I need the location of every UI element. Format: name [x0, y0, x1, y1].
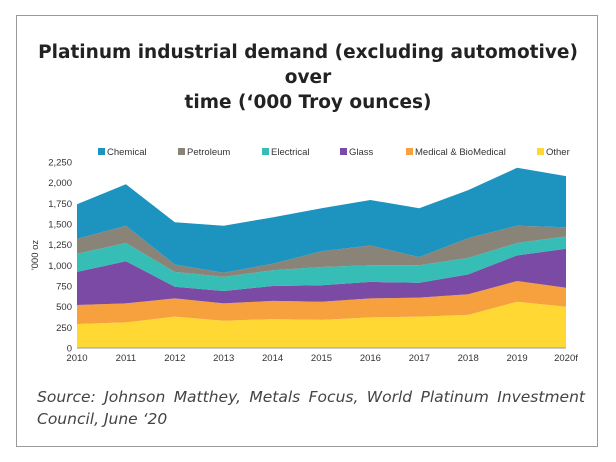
legend-swatch	[537, 148, 544, 155]
y-tick-label: 0	[67, 344, 72, 355]
x-tick-label: 2016	[360, 353, 381, 364]
x-tick-label: 2010	[66, 353, 87, 364]
y-tick-label: 1,000	[48, 261, 72, 272]
y-tick-label: 1,750	[48, 199, 72, 210]
y-tick-label: 750	[56, 282, 72, 293]
area-series-group	[77, 167, 566, 348]
legend-label: Chemical	[107, 147, 147, 158]
y-tick-label: 2,000	[48, 178, 72, 189]
legend-item-other: Other	[537, 147, 570, 158]
x-tick-label: 2014	[262, 353, 283, 364]
x-tick-label: 2012	[164, 353, 185, 364]
legend-label: Glass	[349, 147, 374, 158]
chart-axes: 0 250 500 750 1,000 1,250 1,500 1,750 2,000 2,250…	[30, 158, 578, 365]
x-tick-label: 2019	[507, 353, 528, 364]
chart-title: Platinum industrial demand (excluding au…	[20, 40, 596, 115]
legend-item-petroleum: Petroleum	[178, 147, 230, 158]
y-tick-label: 1,500	[48, 220, 72, 231]
area-glass	[77, 248, 566, 305]
y-tick-label: 250	[56, 323, 72, 334]
x-tick-label: 2011	[116, 353, 136, 364]
legend-swatch	[98, 148, 105, 155]
x-tick-label: 2017	[409, 353, 430, 364]
chart-title-line-2: time (‘000 Troy ounces)	[184, 92, 432, 113]
legend-label: Medical & BioMedical	[415, 147, 506, 158]
chart-title-line-1: Platinum industrial demand (excluding au…	[38, 42, 578, 88]
y-axis-label: '000 oz	[30, 240, 41, 271]
x-tick-label: 2020f	[554, 353, 578, 364]
legend-swatch	[340, 148, 347, 155]
stacked-area-chart: Chemical Petroleum Electrical Glass Medical …	[30, 147, 578, 365]
area-other	[77, 301, 566, 348]
source-note: Source: Johnson Matthey, Metals Focus, W…	[37, 388, 585, 428]
area-medical-biomedical	[77, 281, 566, 324]
y-tick-label: 500	[56, 302, 72, 313]
legend-item-medical-biomedical: Medical & BioMedical	[406, 147, 506, 158]
legend-item-chemical: Chemical	[98, 147, 147, 158]
legend-swatch	[178, 148, 185, 155]
chart-legend: Chemical Petroleum Electrical Glass Medical …	[98, 147, 570, 158]
legend-swatch	[262, 148, 269, 155]
y-tick-label: 2,250	[48, 158, 72, 169]
x-tick-label: 2013	[213, 353, 234, 364]
legend-label: Other	[546, 147, 570, 158]
x-tick-label: 2015	[311, 353, 332, 364]
legend-swatch	[406, 148, 413, 155]
legend-item-electrical: Electrical	[262, 147, 310, 158]
area-electrical	[77, 236, 566, 291]
legend-label: Petroleum	[187, 147, 230, 158]
legend-item-glass: Glass	[340, 147, 374, 158]
legend-label: Electrical	[271, 147, 310, 158]
area-petroleum	[77, 225, 566, 277]
x-tick-label: 2018	[458, 353, 479, 364]
y-tick-label: 1,250	[48, 240, 72, 251]
area-chemical	[77, 167, 566, 273]
